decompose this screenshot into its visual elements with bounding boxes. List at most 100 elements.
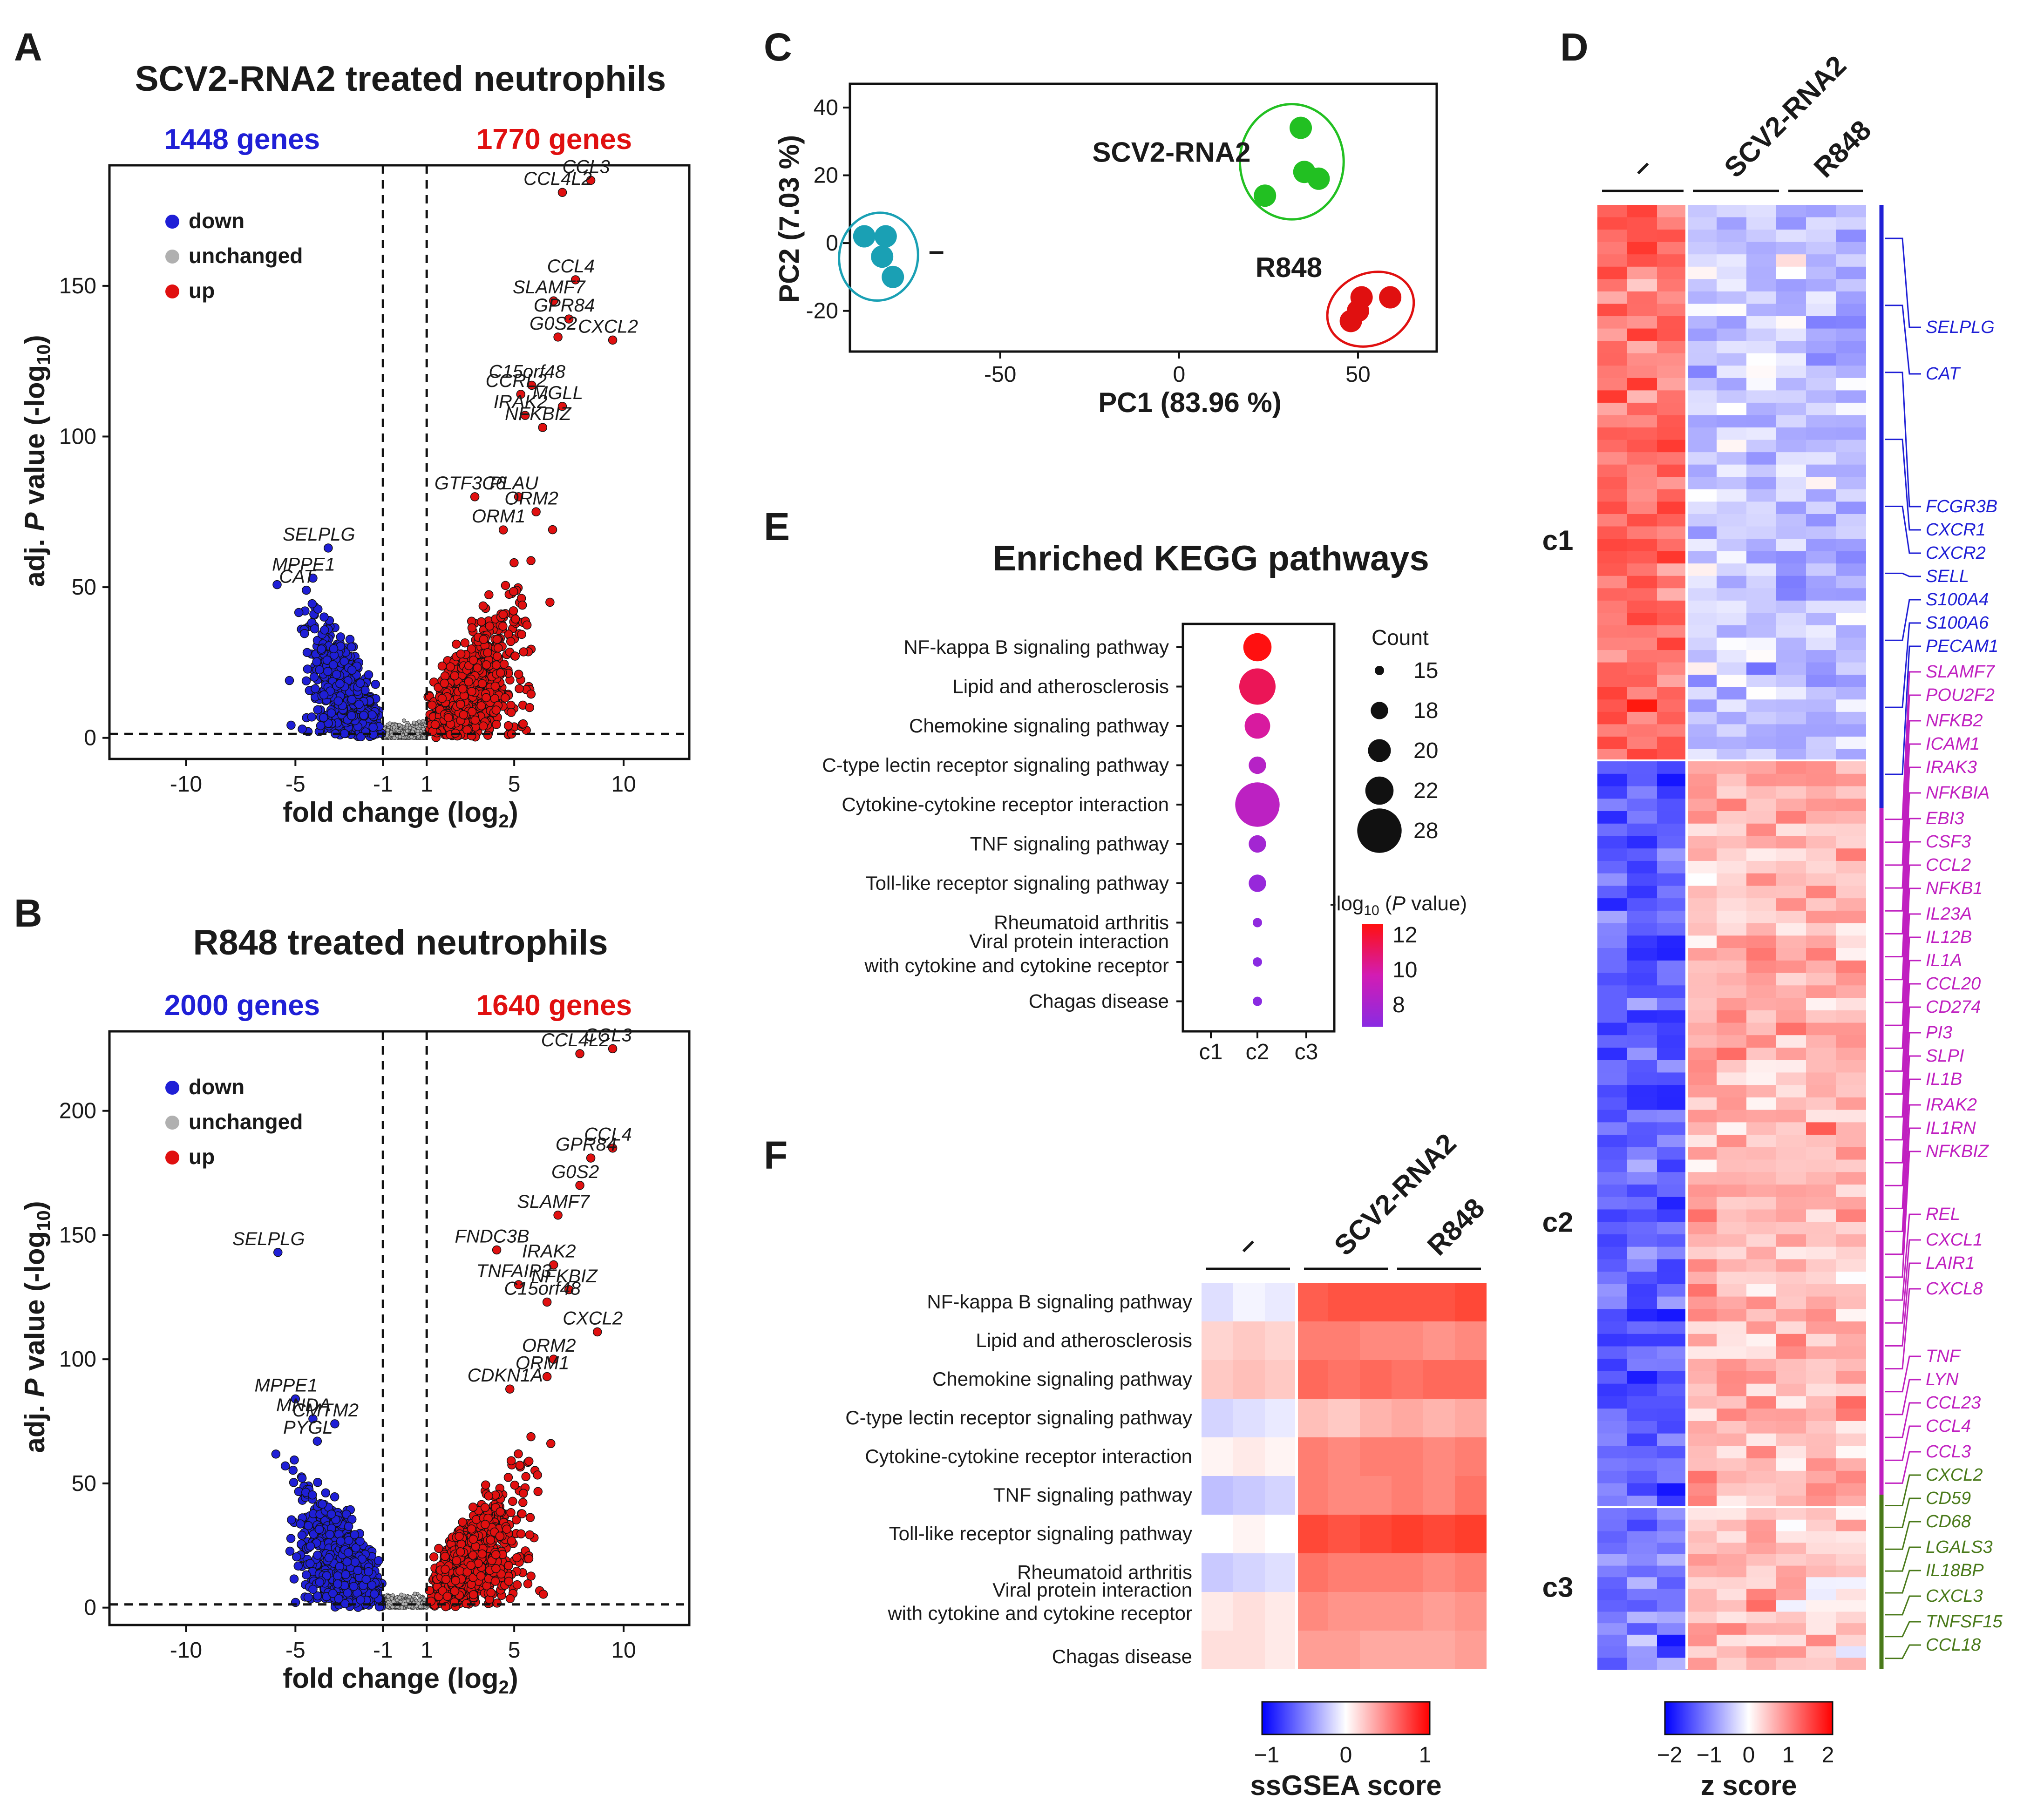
down-point	[319, 690, 329, 700]
heat-cell	[1657, 501, 1687, 515]
up-point	[538, 1590, 548, 1599]
heat-cell	[1597, 613, 1628, 626]
heat-cell	[1328, 1360, 1360, 1399]
heat-cell	[1328, 1476, 1360, 1515]
heat-cell	[1657, 637, 1687, 651]
heat-cell	[1202, 1631, 1233, 1669]
heat-cell	[1627, 477, 1657, 490]
up-point	[503, 721, 513, 731]
row-label: NF-kappa B signaling pathway	[927, 1291, 1192, 1313]
heat-cell	[1806, 304, 1836, 317]
up-point	[477, 679, 487, 688]
heat-cell	[1746, 217, 1777, 230]
y-tick-label: 0	[826, 231, 838, 256]
down-point	[340, 657, 349, 666]
heat-cell	[1836, 600, 1866, 614]
y-tick-label: 50	[72, 1471, 96, 1496]
heat-cell	[1392, 1553, 1423, 1592]
heat-cell	[1746, 576, 1777, 589]
up-point	[510, 651, 520, 661]
heat-cell	[1627, 489, 1657, 502]
heat-cell	[1360, 1631, 1392, 1669]
panel-label-d: D	[1560, 25, 1589, 69]
up-point	[500, 693, 510, 703]
size-legend-dot	[1368, 739, 1391, 762]
heat-cell	[1657, 452, 1687, 465]
heat-cell	[1746, 637, 1777, 651]
heat-cell	[1746, 316, 1777, 329]
volcano-a-gene-labels: CCL3CCL4L2CCL4SLAMF7GPR84CXCL2G0S2C15orf…	[272, 156, 638, 587]
heat-cell	[1657, 539, 1687, 552]
heat-cell	[1328, 1437, 1360, 1476]
up-point	[467, 687, 476, 696]
heat-cell	[1717, 687, 1747, 700]
heat-cell	[1776, 415, 1806, 428]
heat-cell	[1687, 402, 1717, 416]
heat-cell	[1392, 1360, 1423, 1399]
pathway-label: Toll-like receptor signaling pathway	[866, 872, 1169, 894]
heat-cell	[1746, 341, 1777, 354]
gene-label: CAT	[279, 567, 316, 587]
heat-cell	[1806, 501, 1836, 515]
panel-label-c: C	[764, 25, 792, 69]
size-legend-dot	[1375, 666, 1384, 675]
up-point	[516, 1529, 526, 1538]
kegg-color-legend-bar	[1362, 924, 1383, 1027]
heat-cell	[1297, 1360, 1328, 1399]
down-point	[333, 1571, 342, 1581]
heat-cell	[1202, 1399, 1233, 1437]
up-point	[495, 1531, 505, 1541]
heat-cell	[1597, 588, 1628, 601]
up-point	[480, 1520, 490, 1529]
heat-cell	[1392, 1476, 1423, 1515]
heat-cell	[1836, 205, 1866, 218]
gene-label: SLAMF7	[513, 277, 586, 298]
up-point	[499, 659, 509, 669]
gene-point-up	[542, 1372, 552, 1381]
heat-cell	[1657, 699, 1687, 712]
heat-cell	[1627, 699, 1657, 712]
down-point	[290, 1455, 299, 1465]
heat-cell	[1687, 539, 1717, 552]
heat-cell	[1806, 415, 1836, 428]
up-point	[517, 630, 526, 639]
heat-cell	[1717, 266, 1747, 280]
heat-cell	[1297, 1437, 1328, 1476]
heat-cell	[1836, 402, 1866, 416]
down-point	[280, 1461, 290, 1471]
heat-cell	[1328, 1399, 1360, 1437]
down-point	[350, 1557, 360, 1567]
heat-cell	[1597, 217, 1628, 230]
heat-cell	[1746, 254, 1777, 267]
heat-cell	[1360, 1360, 1392, 1399]
heat-cell	[1687, 328, 1717, 342]
heat-cell	[1687, 699, 1717, 712]
gene-point-up	[492, 1245, 502, 1255]
heat-cell	[1717, 427, 1747, 440]
up-point	[452, 639, 461, 649]
heat-cell	[1597, 539, 1628, 552]
heat-cell	[1657, 378, 1687, 391]
heat-cell	[1687, 637, 1717, 651]
down-point	[285, 676, 294, 685]
down-point	[319, 612, 329, 622]
heat-cell	[1328, 1592, 1360, 1631]
heat-cell	[1265, 1515, 1297, 1553]
heat-cell	[1657, 576, 1687, 589]
heat-cell	[1597, 328, 1628, 342]
heat-cell	[1836, 526, 1866, 540]
heat-cell	[1746, 563, 1777, 576]
down-point	[315, 1578, 325, 1587]
heat-cell	[1717, 600, 1747, 614]
heat-cell	[1455, 1515, 1487, 1553]
heat-cell	[1657, 279, 1687, 292]
up-point	[506, 1456, 516, 1465]
pca-point	[874, 225, 897, 248]
legend-marker	[165, 284, 179, 298]
up-point	[452, 1556, 462, 1565]
down-point	[346, 642, 356, 652]
up-point	[493, 643, 503, 653]
kegg-title: Enriched KEGG pathways	[992, 539, 1429, 578]
up-point	[455, 1531, 464, 1541]
